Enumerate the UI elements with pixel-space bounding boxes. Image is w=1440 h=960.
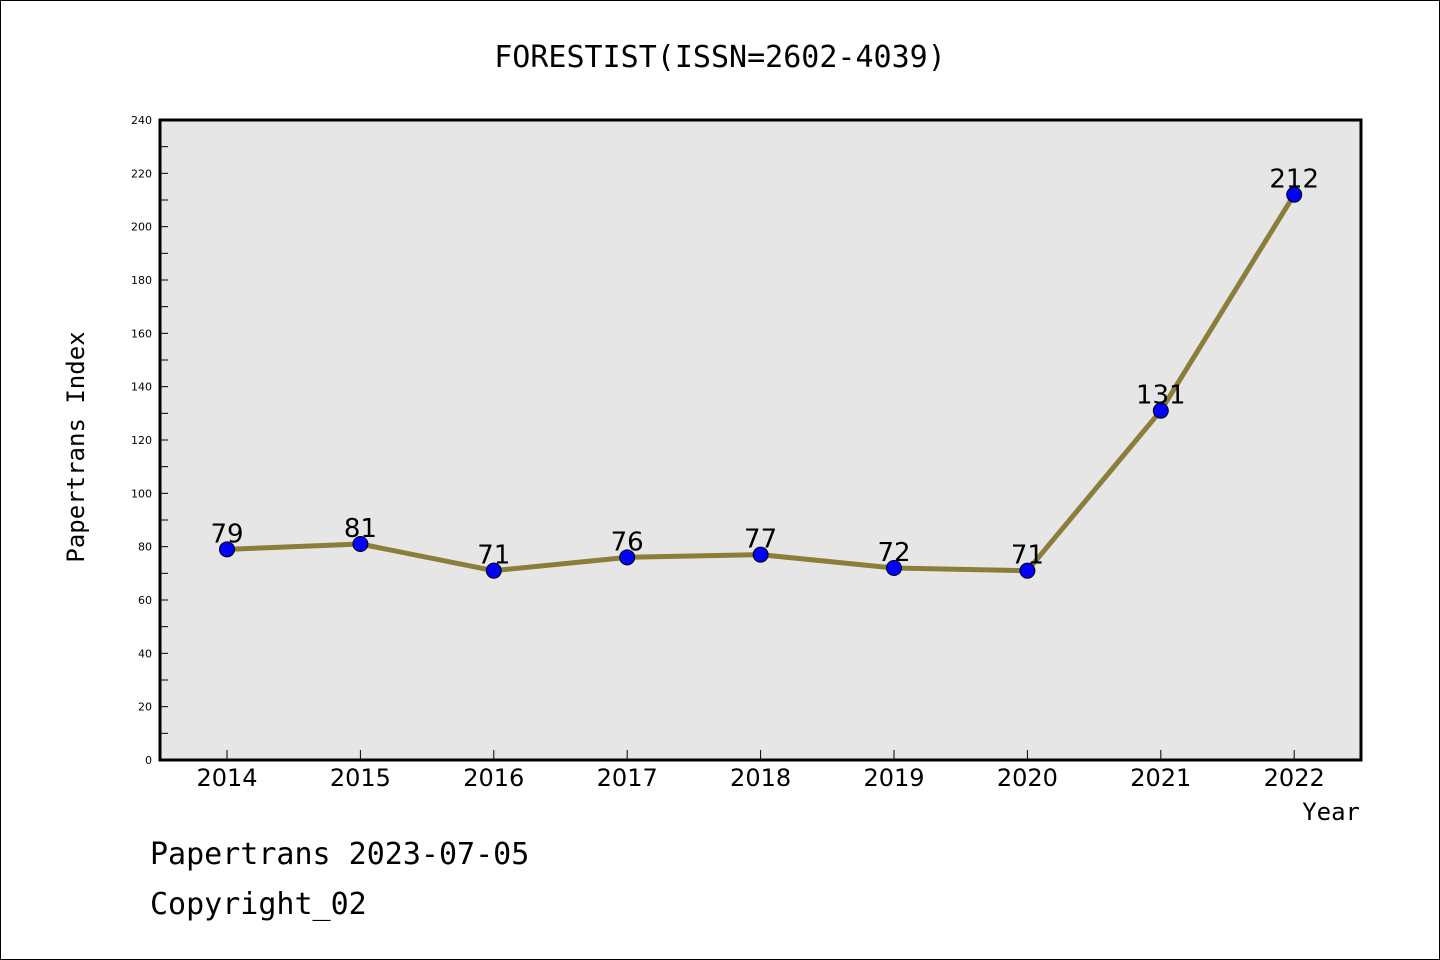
data-point <box>752 546 769 563</box>
x-tick-label: 2014 <box>196 764 257 792</box>
x-tick-label: 2016 <box>463 764 524 792</box>
y-tick-label: 240 <box>131 114 152 127</box>
data-label: 79 <box>210 519 243 549</box>
y-tick-label: 0 <box>145 754 152 767</box>
x-tick-label: 2015 <box>330 764 391 792</box>
data-point <box>886 560 902 576</box>
y-axis-label: Papertrans Index <box>62 331 90 562</box>
data-point <box>619 549 636 566</box>
chart-title: FORESTIST(ISSN=2602-4039) <box>494 40 946 75</box>
y-axis: 0 20 40 60 80 100 120 140 160 180 200 220 240 <box>131 114 168 767</box>
y-tick-label: 120 <box>131 434 152 447</box>
y-tick-label: 200 <box>131 221 152 234</box>
x-axis-label: Year <box>1302 798 1360 826</box>
y-tick-label: 100 <box>131 487 152 500</box>
data-labels: 79 81 71 76 77 72 71 131 212 <box>210 165 1319 571</box>
plot-area <box>158 118 1363 762</box>
y-tick-label: 40 <box>138 647 152 660</box>
x-tick-label: 2017 <box>597 764 658 792</box>
x-tick-label: 2019 <box>863 764 924 792</box>
data-point <box>219 541 235 558</box>
data-label: 212 <box>1269 165 1319 195</box>
series-markers <box>219 186 1303 579</box>
y-tick-label: 160 <box>131 327 152 340</box>
data-label: 81 <box>344 514 377 544</box>
x-tick-label: 2020 <box>997 764 1058 792</box>
x-tick-label: 2022 <box>1264 764 1325 792</box>
y-tick-label: 220 <box>131 167 152 180</box>
footer-copyright: Copyright_02 <box>150 887 367 922</box>
data-point <box>485 562 502 579</box>
y-tick-label: 140 <box>131 381 152 394</box>
data-label: 72 <box>877 538 910 568</box>
footer-date: Papertrans 2023-07-05 <box>150 837 529 872</box>
x-tick-label: 2021 <box>1130 764 1191 792</box>
data-point <box>352 536 369 552</box>
data-point <box>1019 562 1036 579</box>
data-label: 131 <box>1136 381 1186 411</box>
y-tick-label: 80 <box>138 541 152 554</box>
data-label: 76 <box>611 527 644 557</box>
x-axis: 2014 2015 2016 2017 2018 2019 2020 2021 2022 <box>196 750 1325 792</box>
x-tick-label: 2018 <box>730 764 791 792</box>
data-label: 77 <box>744 525 777 555</box>
data-point <box>1286 186 1303 203</box>
data-label: 71 <box>1011 541 1044 571</box>
data-label: 71 <box>477 541 510 571</box>
y-tick-label: 60 <box>138 594 152 607</box>
data-point <box>1152 402 1169 419</box>
y-tick-label: 180 <box>131 274 152 287</box>
y-tick-label: 20 <box>138 701 152 714</box>
